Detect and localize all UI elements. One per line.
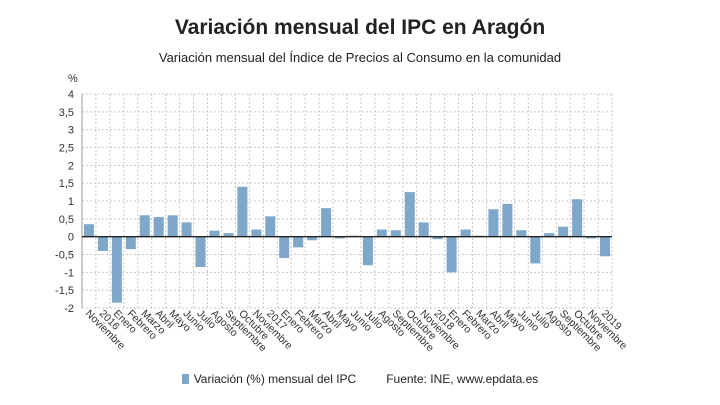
y-tick-label: -0,5 [55, 250, 74, 262]
chart-subtitle: Variación mensual del Índice de Precios … [158, 50, 562, 65]
legend-swatch [181, 374, 189, 384]
bar [251, 229, 262, 237]
y-tick-label: -1,5 [55, 285, 74, 297]
bar [502, 203, 513, 237]
bar [362, 236, 373, 266]
y-tick-label: 0 [68, 232, 74, 244]
source-note: Fuente: INE, www.epdata.es [386, 372, 539, 386]
y-tick-label: 2 [68, 160, 74, 172]
bar-series [83, 186, 611, 303]
bar [279, 236, 290, 259]
bar [293, 236, 304, 248]
bar [111, 236, 122, 303]
bar [600, 236, 611, 257]
bar [83, 224, 94, 237]
grid-lines [81, 93, 613, 309]
y-axis-label: % [68, 73, 78, 85]
y-tick-label: -2 [64, 303, 74, 315]
bar [544, 233, 555, 237]
bar [432, 236, 443, 240]
bar [460, 229, 471, 237]
y-tick-label: 1 [68, 196, 74, 208]
bar [558, 226, 569, 237]
y-tick-label: 0,5 [59, 214, 74, 226]
bar [209, 230, 220, 237]
y-tick-label: 4 [68, 89, 74, 101]
bar [237, 186, 248, 237]
bar [530, 236, 541, 264]
bar [97, 236, 108, 251]
legend: Variación (%) mensual del IPC Fuente: INE… [0, 372, 720, 386]
bar [376, 229, 387, 237]
bar [181, 222, 192, 237]
bar [446, 236, 457, 273]
bar [404, 192, 415, 237]
bar [125, 236, 136, 250]
y-tick-label: -1 [64, 267, 74, 279]
bar [572, 199, 583, 237]
bar [153, 217, 164, 237]
bar [516, 230, 527, 237]
bar [390, 230, 401, 237]
bar [586, 236, 597, 239]
bar [307, 236, 318, 241]
bar [418, 222, 429, 237]
bar [139, 215, 150, 237]
bar [167, 215, 178, 237]
bar [488, 209, 499, 237]
bar [321, 208, 332, 237]
legend-label: Variación (%) mensual del IPC [193, 372, 357, 386]
bar [335, 236, 346, 239]
y-tick-label: 3 [68, 125, 74, 137]
bar [265, 216, 276, 237]
y-tick-label: 3,5 [59, 107, 74, 119]
y-tick-label: 2,5 [59, 143, 74, 155]
chart-title: Variación mensual del IPC en Aragón [174, 16, 546, 39]
bar [223, 233, 234, 237]
y-tick-label: 1,5 [59, 178, 74, 190]
bar [195, 236, 206, 267]
y-axis: % 4 3,5 3 2,5 2 1,5 1 0,5 0 -0,5 -1 -1,5 -2 [55, 73, 83, 315]
